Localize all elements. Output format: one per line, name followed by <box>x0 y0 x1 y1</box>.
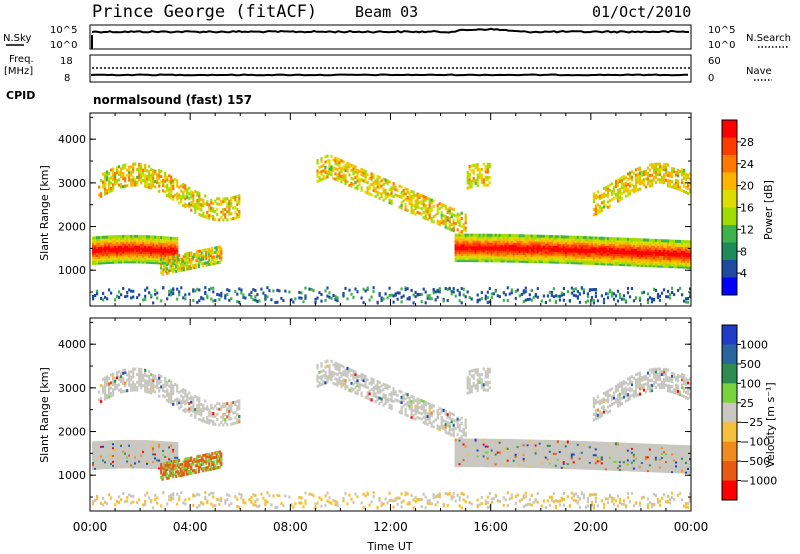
power-colorbar-segment <box>722 120 737 138</box>
noise-sky-line <box>91 27 690 34</box>
velocity-colorbar-tick-label: 100 <box>740 377 761 390</box>
power-colorbar-tick-label: 12 <box>740 223 754 236</box>
power-colorbar-segment <box>722 277 737 296</box>
freq-tick-bottom: 8 <box>64 73 70 84</box>
power-colorbar-tick-label: 8 <box>740 245 747 258</box>
velocity-y-ticks: 1000 2000 3000 4000 <box>58 321 691 498</box>
velocity-ytick-label: 3000 <box>58 382 86 395</box>
velocity-x-ticks: 00:00 04:00 08:00 12:00 16:00 20:00 00:00 <box>73 318 709 534</box>
power-colorbar: 28 24 20 16 12 8 4 <box>721 119 754 296</box>
time-tick-label: 00:00 <box>73 520 108 534</box>
power-colorbar-segment <box>722 137 737 156</box>
power-ylabel: Slant Range [km] <box>38 165 51 261</box>
time-axis-label: Time UT <box>366 540 412 553</box>
power-ytick-label: 3000 <box>58 177 86 190</box>
velocity-colorbar-segment <box>722 461 737 482</box>
nsearch-label: N.Search <box>746 33 791 44</box>
velocity-colorbar-tick-label: −25 <box>740 416 763 429</box>
velocity-colorbar-segment <box>722 383 737 404</box>
velocity-colorbar-segment <box>722 402 737 423</box>
velocity-heatmap-data <box>92 359 692 510</box>
velocity-colorbar-label: Velocity [m s⁻¹] <box>764 382 777 467</box>
velocity-colorbar-segment <box>722 325 737 345</box>
power-colorbar-tick-label: 4 <box>740 267 747 280</box>
power-colorbar-tick-label: 28 <box>740 136 754 149</box>
power-colorbar-tick-label: 20 <box>740 180 754 193</box>
frequency-line <box>91 73 689 77</box>
power-colorbar-tick-label: 16 <box>740 202 754 215</box>
power-ytick-label: 1000 <box>58 264 86 277</box>
velocity-colorbar-tick-label: 1000 <box>740 338 768 351</box>
velocity-colorbar: 1000 500 100 25 −25 −100 −500 −1000 <box>721 324 777 501</box>
power-colorbar-segment <box>722 242 737 261</box>
power-x-ticks <box>89 113 692 306</box>
velocity-colorbar-segment <box>722 480 737 501</box>
velocity-colorbar-tick-label: 500 <box>740 358 761 371</box>
date-title: 01/Oct/2010 <box>592 3 691 21</box>
velocity-colorbar-segment <box>722 344 737 365</box>
nave-label: Nave <box>746 66 772 77</box>
power-panel: 1000 2000 3000 4000 Slant Range [km] 28 24 20… <box>38 112 775 307</box>
noise-tick-bottom-right: 10^0 <box>708 40 735 51</box>
power-colorbar-segment <box>722 172 737 191</box>
velocity-ytick-label: 4000 <box>58 338 86 351</box>
power-colorbar-segment <box>722 225 737 243</box>
cpid-value: normalsound (fast) 157 <box>93 93 252 107</box>
power-ytick-label: 4000 <box>58 133 86 146</box>
time-tick-label: 16:00 <box>473 520 508 534</box>
velocity-colorbar-segment <box>722 363 737 384</box>
frequency-panel: Freq. [MHz] 18 8 60 0 Nave CPID normalso… <box>4 54 772 107</box>
noise-tick-top-right: 10^5 <box>708 25 735 36</box>
power-heatmap-data <box>92 154 692 305</box>
velocity-colorbar-tick-label: −100 <box>740 436 770 449</box>
velocity-colorbar-tick-label: −500 <box>740 455 770 468</box>
power-colorbar-segment <box>722 207 737 226</box>
velocity-ytick-label: 2000 <box>58 426 86 439</box>
time-tick-label: 20:00 <box>574 520 609 534</box>
power-colorbar-tick-label: 24 <box>740 158 754 171</box>
power-y-ticks: 1000 2000 3000 4000 <box>58 116 691 293</box>
nsky-label: N.Sky <box>3 33 31 44</box>
station-title: Prince George (fitACF) <box>92 2 317 22</box>
freq-tick-top: 18 <box>60 56 73 67</box>
velocity-ytick-label: 1000 <box>58 469 86 482</box>
power-ytick-label: 2000 <box>58 221 86 234</box>
power-colorbar-label: Power [dB] <box>762 180 775 240</box>
cpid-label: CPID <box>6 89 35 102</box>
time-tick-label: 04:00 <box>173 520 208 534</box>
velocity-colorbar-segment <box>722 441 737 462</box>
nave-tick-top: 60 <box>708 56 721 67</box>
nave-tick-bottom: 0 <box>708 73 714 84</box>
time-tick-label: 08:00 <box>273 520 308 534</box>
time-tick-label: 00:00 <box>674 520 709 534</box>
freq-unit-label: [MHz] <box>4 66 33 77</box>
noise-tick-top-left: 10^5 <box>50 25 77 36</box>
noise-tick-bottom-left: 10^0 <box>50 40 77 51</box>
velocity-colorbar-tick-label: 25 <box>740 397 754 410</box>
power-colorbar-segment <box>722 190 737 208</box>
freq-label: Freq. <box>9 54 34 65</box>
velocity-ylabel: Slant Range [km] <box>38 367 51 463</box>
velocity-colorbar-segment <box>722 422 737 443</box>
velocity-colorbar-tick-label: −1000 <box>740 475 777 488</box>
power-colorbar-segment <box>722 155 737 173</box>
noise-panel: N.Sky 10^5 10^0 10^5 10^0 N.Search <box>3 24 791 51</box>
time-tick-label: 12:00 <box>373 520 408 534</box>
velocity-panel: 1000 2000 3000 4000 00:00 04:00 08:00 12:00 16:… <box>38 317 777 553</box>
power-colorbar-segment <box>722 260 737 278</box>
beam-title: Beam 03 <box>355 3 418 21</box>
